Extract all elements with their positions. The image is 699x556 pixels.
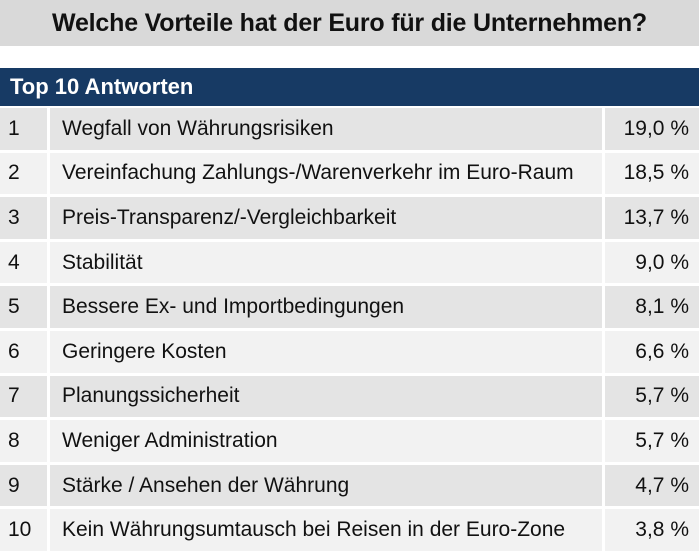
table-header: Top 10 Antworten xyxy=(0,68,699,108)
table-row: 9 Stärke / Ansehen der Währung 4,7 % xyxy=(0,464,699,510)
answer-cell: Kein Währungsumtausch bei Reisen in der … xyxy=(50,509,605,551)
rank-cell: 6 xyxy=(0,330,50,373)
answer-cell: Stabilität xyxy=(50,241,605,284)
rank-cell: 9 xyxy=(0,464,50,507)
answer-cell: Bessere Ex- und Importbedingungen xyxy=(50,286,605,328)
percent-cell: 4,7 % xyxy=(605,464,699,507)
rank-cell: 2 xyxy=(0,152,50,195)
answer-cell: Weniger Administration xyxy=(50,420,605,462)
answer-cell: Preis-Transparenz/-Vergleichbarkeit xyxy=(50,197,605,239)
percent-cell: 8,1 % xyxy=(605,286,699,328)
table-body: 1 Wegfall von Währungsrisiken 19,0 % 2 Verei… xyxy=(0,108,699,554)
table-row: 7 Planungssicherheit 5,7 % xyxy=(0,375,699,421)
rank-cell: 10 xyxy=(0,509,50,551)
percent-cell: 19,0 % xyxy=(605,108,699,150)
rank-cell: 3 xyxy=(0,197,50,239)
percent-cell: 3,8 % xyxy=(605,509,699,551)
table-row: 5 Bessere Ex- und Importbedingungen 8,1 % xyxy=(0,286,699,331)
table-row: 8 Weniger Administration 5,7 % xyxy=(0,420,699,465)
answer-cell: Planungssicherheit xyxy=(50,375,605,418)
percent-cell: 13,7 % xyxy=(605,197,699,239)
table-row: 2 Vereinfachung Zahlungs-/Warenverkehr im… xyxy=(0,152,699,198)
answer-cell: Stärke / Ansehen der Währung xyxy=(50,464,605,507)
percent-cell: 6,6 % xyxy=(605,330,699,373)
percent-cell: 5,7 % xyxy=(605,375,699,418)
rank-cell: 8 xyxy=(0,420,50,462)
answer-cell: Wegfall von Währungsrisiken xyxy=(50,108,605,150)
table-row: 3 Preis-Transparenz/-Vergleichbarkeit 13,7… xyxy=(0,197,699,242)
percent-cell: 5,7 % xyxy=(605,420,699,462)
table-row: 4 Stabilität 9,0 % xyxy=(0,241,699,287)
rank-cell: 5 xyxy=(0,286,50,328)
page-title: Welche Vorteile hat der Euro für die Unt… xyxy=(0,0,699,46)
answer-cell: Geringere Kosten xyxy=(50,330,605,373)
percent-cell: 9,0 % xyxy=(605,241,699,284)
rank-cell: 4 xyxy=(0,241,50,284)
table-row: 6 Geringere Kosten 6,6 % xyxy=(0,330,699,376)
rank-cell: 1 xyxy=(0,108,50,150)
answer-cell: Vereinfachung Zahlungs-/Warenverkehr im … xyxy=(50,152,605,195)
table-row: 1 Wegfall von Währungsrisiken 19,0 % xyxy=(0,108,699,153)
percent-cell: 18,5 % xyxy=(605,152,699,195)
results-table: Top 10 Antworten 1 Wegfall von Währungsri… xyxy=(0,68,699,554)
table-row: 10 Kein Währungsumtausch bei Reisen in de… xyxy=(0,509,699,554)
rank-cell: 7 xyxy=(0,375,50,418)
